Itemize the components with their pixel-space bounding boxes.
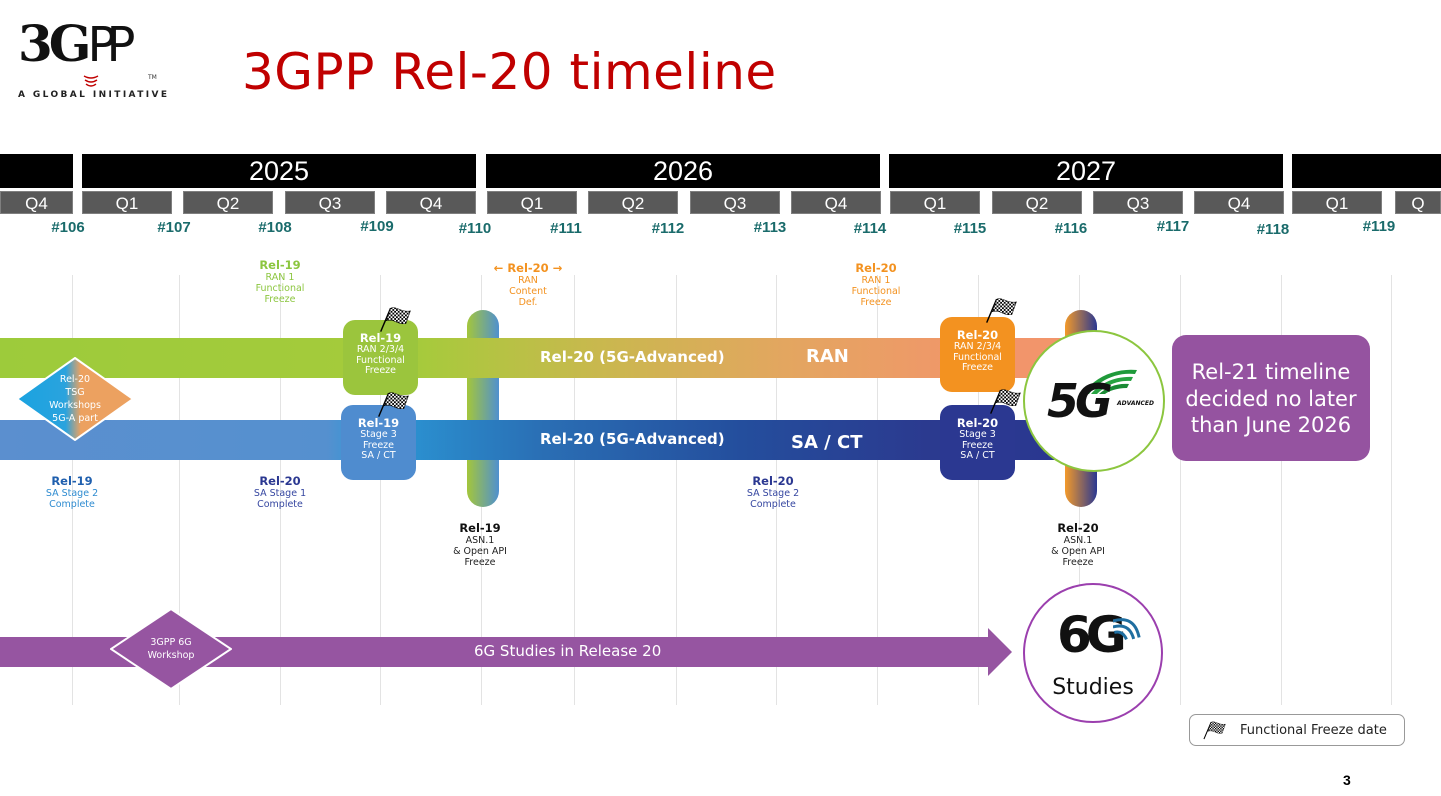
arrow-right-icon: →	[552, 261, 563, 275]
5g-signal-waves-icon	[1083, 369, 1137, 394]
milestone-rel20-ran234-freeze: Rel-20 RAN 2/3/4 Functional Freeze	[940, 317, 1015, 392]
quarter-header: Q1	[890, 191, 980, 214]
annotation-rel19-ran1-freeze: Rel-19 RAN 1 Functional Freeze	[255, 258, 305, 306]
meeting-number: #118	[1256, 221, 1290, 238]
ran-track-tag: RAN	[806, 346, 849, 367]
gridline	[280, 275, 281, 705]
legend: Functional Freeze date	[1189, 714, 1405, 746]
quarter-header: Q4	[386, 191, 476, 214]
6g-studies-logo: 6G Studies	[1023, 583, 1163, 723]
year-header	[1292, 154, 1441, 188]
quarter-header: Q4	[1194, 191, 1284, 214]
checkered-flag-icon	[988, 387, 1024, 415]
signal-waves-icon	[83, 75, 99, 87]
year-header: 2025	[82, 154, 476, 188]
annotation-rel20-ran1-freeze: Rel-20 RAN 1 Functional Freeze	[851, 261, 901, 309]
checkered-flag-icon	[378, 305, 414, 333]
quarter-header: Q2	[588, 191, 678, 214]
page-number: 3	[1343, 772, 1351, 788]
diamond-shape-icon	[110, 608, 232, 690]
quarter-header: Q4	[791, 191, 881, 214]
rel20-tsg-workshop-diamond: Rel-20 TSG Workshops 5G-A part	[16, 357, 134, 441]
meeting-number: #107	[157, 219, 191, 236]
diamond-shape-icon	[16, 357, 134, 441]
sa-ct-track-tag: SA / CT	[791, 432, 863, 453]
gridline	[1180, 275, 1181, 705]
arrow-left-icon: ←	[493, 261, 504, 275]
meeting-number: #115	[953, 220, 987, 237]
meeting-number: #113	[753, 219, 787, 236]
sa-ct-track-bar	[0, 420, 1090, 460]
checkered-flag-icon	[984, 296, 1020, 324]
quarter-header: Q3	[1093, 191, 1183, 214]
3gpp-logo: 3GPP TM A GLOBAL INITIATIVE	[18, 14, 168, 104]
ran-track-label: Rel-20 (5G-Advanced)	[540, 348, 725, 366]
quarter-header: Q1	[82, 191, 172, 214]
gridline	[877, 275, 878, 705]
year-header	[0, 154, 73, 188]
quarter-header: Q2	[183, 191, 273, 214]
gridline	[179, 275, 180, 705]
annotation-rel20-sa-stage2: Rel-20 SA Stage 2 Complete	[746, 474, 800, 511]
quarter-header: Q1	[487, 191, 577, 214]
meeting-number: #112	[651, 220, 685, 237]
meeting-number: #116	[1054, 220, 1088, 237]
annotation-rel19-sa-stage2: Rel-19 SA Stage 2 Complete	[45, 474, 99, 511]
logo-mark: 3GPP	[18, 14, 135, 73]
annotation-rel20-asn1-freeze: Rel-20 ASN.1 & Open API Freeze	[1051, 521, 1105, 569]
milestone-rel20-stage3-freeze: Rel-20 Stage 3 Freeze SA / CT	[940, 405, 1015, 480]
quarter-header: Q3	[690, 191, 780, 214]
6g-studies-label: Studies	[1052, 675, 1134, 700]
gridline	[978, 275, 979, 705]
page-title: 3GPP Rel-20 timeline	[242, 43, 777, 101]
meeting-number: #111	[550, 220, 582, 237]
rel21-timeline-callout: Rel-21 timeline decided no later than Ju…	[1172, 335, 1370, 461]
quarter-header: Q1	[1292, 191, 1382, 214]
milestone-rel19-stage3-freeze: Rel-19 Stage 3 Freeze SA / CT	[341, 405, 416, 480]
gridline	[776, 275, 777, 705]
meeting-number: #110	[458, 220, 492, 237]
3gpp-6g-workshop-diamond: 3GPP 6G Workshop	[110, 608, 232, 690]
meeting-number: #109	[360, 218, 394, 235]
ran-track-bar	[0, 338, 1090, 378]
logo-tagline: A GLOBAL INITIATIVE	[18, 90, 170, 100]
gridline	[1281, 275, 1282, 705]
5g-advanced-logo: 5G ADVANCED	[1023, 330, 1165, 472]
quarter-header: Q	[1395, 191, 1441, 214]
annotation-rel19-asn1-freeze: Rel-19 ASN.1 & Open API Freeze	[453, 521, 507, 569]
gridline	[574, 275, 575, 705]
arrow-head-icon	[988, 628, 1012, 676]
meeting-number: #108	[258, 219, 292, 236]
gridline	[676, 275, 677, 705]
6g-signal-waves-icon	[1113, 618, 1141, 641]
5g-advanced-sub: ADVANCED	[1117, 400, 1155, 407]
meeting-number: #117	[1156, 218, 1190, 235]
gridline	[380, 275, 381, 705]
milestone-rel19-ran234-freeze: Rel-19 RAN 2/3/4 Functional Freeze	[343, 320, 418, 395]
sa-ct-track-label: Rel-20 (5G-Advanced)	[540, 430, 725, 448]
quarter-header: Q4	[0, 191, 73, 214]
6g-studies-track-label: 6G Studies in Release 20	[474, 642, 662, 660]
quarter-header: Q3	[285, 191, 375, 214]
quarter-header: Q2	[992, 191, 1082, 214]
legend-label: Functional Freeze date	[1240, 722, 1387, 738]
gridline	[1391, 275, 1392, 705]
year-header: 2027	[889, 154, 1283, 188]
meeting-number: #119	[1362, 218, 1396, 235]
checkered-flag-icon	[1202, 719, 1228, 741]
annotation-rel20-ran-content-def: ← Rel-20 → RAN Content Def.	[493, 261, 563, 309]
logo-trademark: TM	[148, 74, 157, 81]
year-header: 2026	[486, 154, 880, 188]
meeting-number: #106	[51, 219, 85, 236]
5g-mark: 5G	[1047, 374, 1113, 428]
6g-mark: 6G	[1057, 606, 1127, 664]
annotation-rel20-sa-stage1: Rel-20 SA Stage 1 Complete	[253, 474, 307, 511]
checkered-flag-icon	[376, 390, 412, 418]
meeting-number: #114	[853, 220, 887, 237]
gridline	[72, 275, 73, 705]
